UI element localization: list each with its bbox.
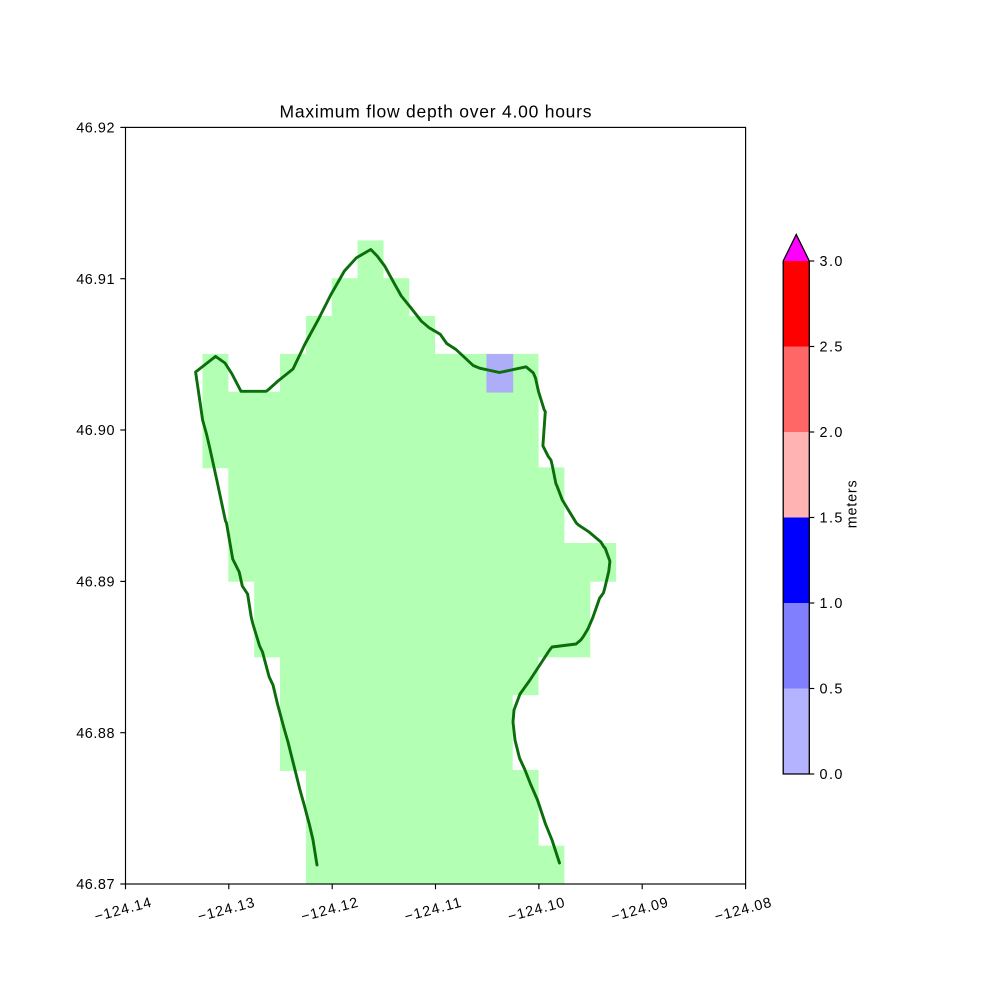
svg-text:0.5: 0.5 xyxy=(820,682,843,698)
svg-text:1.5: 1.5 xyxy=(820,511,843,527)
svg-text:meters: meters xyxy=(845,480,861,528)
svg-text:2.5: 2.5 xyxy=(820,340,843,356)
svg-text:0.0: 0.0 xyxy=(820,767,843,783)
svg-text:46.89: 46.89 xyxy=(76,575,114,591)
svg-text:46.91: 46.91 xyxy=(76,272,114,288)
svg-text:46.90: 46.90 xyxy=(76,423,114,439)
svg-text:46.87: 46.87 xyxy=(76,877,114,893)
svg-text:2.0: 2.0 xyxy=(820,425,843,441)
svg-text:1.0: 1.0 xyxy=(820,596,843,612)
svg-text:46.92: 46.92 xyxy=(76,121,114,137)
svg-text:3.0: 3.0 xyxy=(820,254,843,270)
svg-text:Maximum flow depth over 4.00 h: Maximum flow depth over 4.00 hours xyxy=(280,101,592,121)
svg-text:46.88: 46.88 xyxy=(76,726,114,742)
